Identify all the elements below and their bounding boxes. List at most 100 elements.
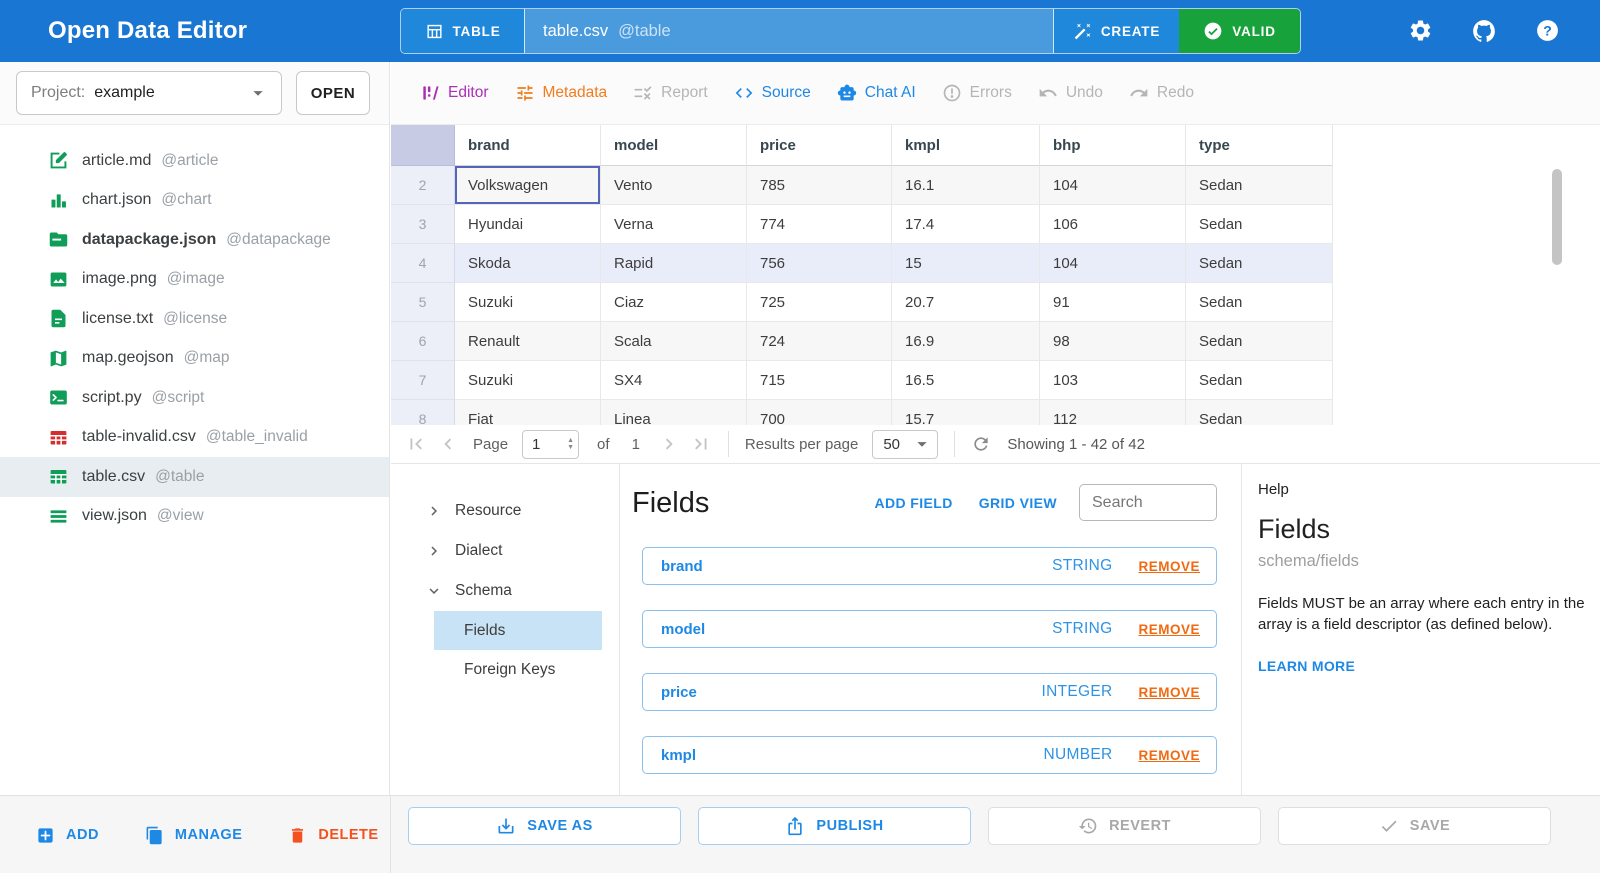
column-header-bhp[interactable]: bhp xyxy=(1040,125,1186,166)
file-item-license.txt[interactable]: license.txt @license xyxy=(0,299,389,339)
table-cell[interactable]: 17.4 xyxy=(892,205,1040,244)
remove-field-link[interactable]: REMOVE xyxy=(1138,558,1200,574)
file-item-image.png[interactable]: image.png @image xyxy=(0,260,389,300)
field-type[interactable]: STRING xyxy=(1052,620,1113,637)
table-cell[interactable]: Sedan xyxy=(1186,400,1333,425)
table-cell[interactable]: Fiat xyxy=(455,400,601,425)
field-row-price[interactable]: price INTEGER REMOVE xyxy=(642,673,1217,711)
table-cell[interactable]: Skoda xyxy=(455,244,601,283)
create-button[interactable]: CREATE xyxy=(1053,9,1179,53)
remove-field-link[interactable]: REMOVE xyxy=(1138,747,1200,763)
field-row-model[interactable]: model STRING REMOVE xyxy=(642,610,1217,648)
tree-item-foreign-keys[interactable]: Foreign Keys xyxy=(434,650,602,689)
table-type-button[interactable]: TABLE xyxy=(401,9,525,53)
file-item-datapackage.json[interactable]: datapackage.json @datapackage xyxy=(0,220,389,260)
table-cell[interactable]: Sedan xyxy=(1186,283,1333,322)
column-header-model[interactable]: model xyxy=(601,125,747,166)
table-cell[interactable]: 16.5 xyxy=(892,361,1040,400)
table-cell[interactable]: 104 xyxy=(1040,166,1186,205)
table-cell[interactable]: 91 xyxy=(1040,283,1186,322)
table-cell[interactable]: Verna xyxy=(601,205,747,244)
settings-gear-icon[interactable] xyxy=(1408,18,1433,44)
page-spinner[interactable]: ▲ ▼ xyxy=(567,437,575,451)
grid-view-button[interactable]: GRID VIEW xyxy=(978,494,1057,511)
tab-report[interactable]: Report xyxy=(633,83,708,103)
row-number-8[interactable]: 8 xyxy=(391,400,455,425)
resource-name-input[interactable]: table.csv @table xyxy=(525,9,1053,53)
tab-undo[interactable]: Undo xyxy=(1038,83,1103,103)
field-type[interactable]: INTEGER xyxy=(1041,683,1113,700)
table-cell[interactable]: 106 xyxy=(1040,205,1186,244)
fields-search-input[interactable] xyxy=(1079,484,1217,521)
tree-item-resource[interactable]: Resource xyxy=(391,491,619,531)
column-header-kmpl[interactable]: kmpl xyxy=(892,125,1040,166)
tab-errors[interactable]: Errors xyxy=(942,83,1012,103)
table-cell[interactable]: Renault xyxy=(455,322,601,361)
file-item-table.csv[interactable]: table.csv @table xyxy=(0,457,389,497)
delete-button[interactable]: DELETE xyxy=(288,826,378,845)
remove-field-link[interactable]: REMOVE xyxy=(1138,684,1200,700)
file-item-view.json[interactable]: view.json @view xyxy=(0,497,389,537)
tab-source[interactable]: Source xyxy=(734,83,811,103)
table-cell[interactable]: Volkswagen xyxy=(455,166,601,205)
column-header-brand[interactable]: brand xyxy=(455,125,601,166)
save-as-button[interactable]: SAVE AS xyxy=(408,807,681,845)
table-cell[interactable]: Vento xyxy=(601,166,747,205)
add-field-button[interactable]: ADD FIELD xyxy=(874,494,953,511)
row-number-3[interactable]: 3 xyxy=(391,205,455,244)
table-corner-cell[interactable] xyxy=(391,125,455,166)
prev-page-button[interactable] xyxy=(437,433,459,455)
table-cell[interactable]: 112 xyxy=(1040,400,1186,425)
remove-field-link[interactable]: REMOVE xyxy=(1138,621,1200,637)
table-cell[interactable]: SX4 xyxy=(601,361,747,400)
add-file-button[interactable]: ADD xyxy=(36,826,99,845)
table-cell[interactable]: Rapid xyxy=(601,244,747,283)
field-type[interactable]: STRING xyxy=(1052,557,1113,574)
table-cell[interactable]: 16.9 xyxy=(892,322,1040,361)
table-cell[interactable]: 20.7 xyxy=(892,283,1040,322)
tab-editor[interactable]: Editor xyxy=(420,83,489,103)
help-icon[interactable]: ? xyxy=(1535,18,1560,44)
table-cell[interactable]: Sedan xyxy=(1186,205,1333,244)
file-item-map.geojson[interactable]: map.geojson @map xyxy=(0,339,389,379)
table-cell[interactable]: 15.7 xyxy=(892,400,1040,425)
table-cell[interactable]: Ciaz xyxy=(601,283,747,322)
table-cell[interactable]: Scala xyxy=(601,322,747,361)
learn-more-link[interactable]: LEARN MORE xyxy=(1258,658,1356,675)
table-cell[interactable]: 98 xyxy=(1040,322,1186,361)
table-cell[interactable]: 104 xyxy=(1040,244,1186,283)
table-cell[interactable]: 15 xyxy=(892,244,1040,283)
file-item-article.md[interactable]: article.md @article xyxy=(0,141,389,181)
row-number-5[interactable]: 5 xyxy=(391,283,455,322)
table-cell[interactable]: Suzuki xyxy=(455,361,601,400)
valid-button[interactable]: VALID xyxy=(1179,9,1300,53)
page-number-input[interactable]: 1 ▲ ▼ xyxy=(522,429,580,459)
table-cell[interactable]: 700 xyxy=(747,400,892,425)
column-header-price[interactable]: price xyxy=(747,125,892,166)
table-cell[interactable]: 756 xyxy=(747,244,892,283)
project-select[interactable]: Project: example xyxy=(16,71,282,115)
publish-button[interactable]: PUBLISH xyxy=(698,807,971,845)
revert-button[interactable]: REVERT xyxy=(988,807,1261,845)
table-cell[interactable]: Sedan xyxy=(1186,361,1333,400)
table-cell[interactable]: 724 xyxy=(747,322,892,361)
vertical-scrollbar[interactable] xyxy=(1552,169,1562,265)
first-page-button[interactable] xyxy=(405,433,427,455)
table-cell[interactable]: Sedan xyxy=(1186,166,1333,205)
table-cell[interactable]: Hyundai xyxy=(455,205,601,244)
manage-button[interactable]: MANAGE xyxy=(145,826,242,845)
table-cell[interactable]: Suzuki xyxy=(455,283,601,322)
row-number-4[interactable]: 4 xyxy=(391,244,455,283)
tab-metadata[interactable]: Metadata xyxy=(515,83,607,103)
row-number-7[interactable]: 7 xyxy=(391,361,455,400)
field-type[interactable]: NUMBER xyxy=(1043,746,1113,763)
row-number-2[interactable]: 2 xyxy=(391,166,455,205)
file-item-chart.json[interactable]: chart.json @chart xyxy=(0,181,389,221)
next-page-button[interactable] xyxy=(658,433,680,455)
table-cell[interactable]: 774 xyxy=(747,205,892,244)
save-button[interactable]: SAVE xyxy=(1278,807,1551,845)
table-cell[interactable]: 715 xyxy=(747,361,892,400)
table-cell[interactable]: Sedan xyxy=(1186,244,1333,283)
table-cell[interactable]: Sedan xyxy=(1186,322,1333,361)
last-page-button[interactable] xyxy=(690,433,712,455)
